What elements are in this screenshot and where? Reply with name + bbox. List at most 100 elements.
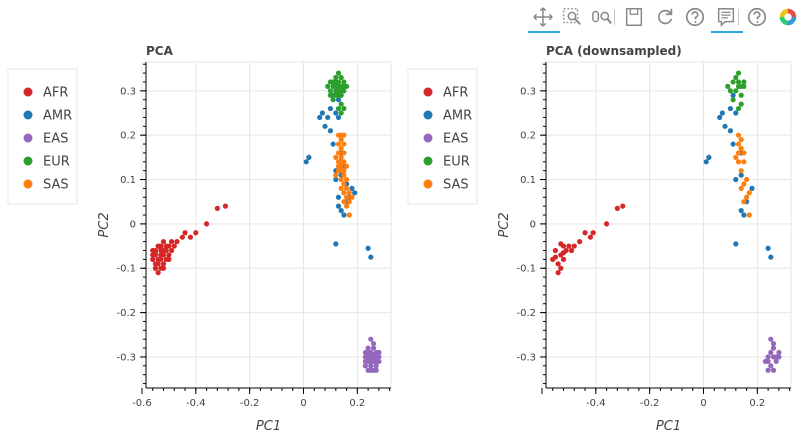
data-point[interactable] bbox=[171, 243, 177, 249]
data-point[interactable] bbox=[552, 254, 559, 260]
data-point[interactable] bbox=[370, 345, 377, 351]
data-point[interactable] bbox=[341, 105, 347, 112]
data-point[interactable] bbox=[338, 145, 344, 152]
data-point[interactable] bbox=[214, 205, 220, 211]
data-point[interactable] bbox=[168, 239, 175, 245]
data-point[interactable] bbox=[560, 256, 567, 262]
data-point[interactable] bbox=[160, 261, 167, 267]
data-point[interactable] bbox=[341, 79, 347, 85]
data-point[interactable] bbox=[343, 176, 350, 183]
data-point[interactable] bbox=[338, 132, 344, 138]
data-point[interactable] bbox=[368, 358, 374, 364]
data-point[interactable] bbox=[187, 234, 194, 240]
data-point[interactable] bbox=[193, 230, 199, 236]
data-point[interactable] bbox=[174, 239, 180, 245]
data-point[interactable] bbox=[587, 234, 594, 240]
data-point[interactable] bbox=[370, 352, 377, 358]
data-point[interactable] bbox=[560, 250, 567, 256]
data-point[interactable] bbox=[333, 154, 339, 160]
data-point[interactable] bbox=[768, 349, 774, 356]
data-point[interactable] bbox=[768, 254, 774, 260]
data-point[interactable] bbox=[735, 83, 742, 89]
data-point[interactable] bbox=[327, 92, 334, 98]
data-point[interactable] bbox=[730, 141, 736, 147]
data-point[interactable] bbox=[338, 176, 344, 183]
data-point[interactable] bbox=[330, 97, 336, 103]
data-point[interactable] bbox=[558, 265, 564, 271]
data-point[interactable] bbox=[749, 185, 755, 192]
data-point[interactable] bbox=[741, 150, 747, 156]
data-point[interactable] bbox=[735, 159, 742, 165]
data-point[interactable] bbox=[325, 83, 331, 89]
data-point[interactable] bbox=[706, 154, 712, 160]
wheel-zoom-tool[interactable] bbox=[591, 6, 615, 28]
data-point[interactable] bbox=[338, 110, 344, 116]
data-point[interactable] bbox=[160, 239, 167, 245]
data-point[interactable] bbox=[765, 245, 771, 251]
data-point[interactable] bbox=[765, 367, 771, 373]
data-point[interactable] bbox=[335, 141, 342, 147]
data-point[interactable] bbox=[341, 212, 347, 218]
data-point[interactable] bbox=[333, 110, 339, 116]
data-point[interactable] bbox=[555, 261, 561, 267]
data-point[interactable] bbox=[365, 354, 371, 360]
data-point[interactable] bbox=[365, 345, 371, 351]
data-point[interactable] bbox=[577, 239, 583, 245]
data-point[interactable] bbox=[341, 150, 347, 156]
data-point[interactable] bbox=[733, 176, 739, 183]
data-point[interactable] bbox=[163, 243, 169, 249]
data-point[interactable] bbox=[362, 363, 369, 369]
data-point[interactable] bbox=[330, 141, 336, 147]
data-point[interactable] bbox=[327, 128, 334, 134]
data-point[interactable] bbox=[571, 243, 577, 249]
data-point[interactable] bbox=[343, 185, 350, 192]
save-tool[interactable] bbox=[623, 6, 647, 28]
data-point[interactable] bbox=[727, 105, 734, 112]
data-point[interactable] bbox=[730, 79, 736, 85]
data-point[interactable] bbox=[735, 105, 742, 112]
data-point[interactable] bbox=[317, 114, 323, 121]
data-point[interactable] bbox=[558, 241, 564, 247]
data-point[interactable] bbox=[349, 194, 355, 200]
data-point[interactable] bbox=[341, 141, 347, 147]
data-point[interactable] bbox=[770, 345, 777, 351]
data-point[interactable] bbox=[733, 110, 739, 116]
data-point[interactable] bbox=[552, 247, 559, 254]
data-point[interactable] bbox=[346, 199, 352, 205]
data-point[interactable] bbox=[333, 241, 339, 247]
data-point[interactable] bbox=[335, 150, 342, 156]
data-point[interactable] bbox=[741, 159, 747, 165]
data-point[interactable] bbox=[343, 194, 350, 200]
data-point[interactable] bbox=[727, 128, 734, 134]
data-point[interactable] bbox=[341, 190, 347, 196]
data-point[interactable] bbox=[306, 154, 312, 160]
data-point[interactable] bbox=[738, 168, 744, 174]
data-point[interactable] bbox=[743, 176, 750, 183]
data-point[interactable] bbox=[346, 190, 352, 196]
data-point[interactable] bbox=[327, 79, 334, 85]
data-point[interactable] bbox=[762, 358, 769, 364]
data-point[interactable] bbox=[376, 358, 382, 364]
data-point[interactable] bbox=[335, 114, 342, 121]
data-point[interactable] bbox=[303, 159, 309, 165]
plot-area[interactable] bbox=[545, 61, 792, 389]
data-point[interactable] bbox=[327, 105, 334, 112]
data-point[interactable] bbox=[338, 154, 344, 160]
data-point[interactable] bbox=[727, 88, 734, 94]
data-point[interactable] bbox=[768, 363, 774, 369]
plot-area[interactable] bbox=[145, 61, 392, 389]
data-point[interactable] bbox=[741, 199, 747, 205]
data-point[interactable] bbox=[166, 252, 172, 258]
data-point[interactable] bbox=[362, 358, 369, 364]
data-point[interactable] bbox=[568, 247, 575, 254]
data-point[interactable] bbox=[182, 230, 188, 236]
data-point[interactable] bbox=[168, 247, 175, 254]
data-point[interactable] bbox=[327, 88, 334, 94]
data-point[interactable] bbox=[335, 105, 342, 112]
data-point[interactable] bbox=[335, 70, 342, 76]
pan-tool[interactable] bbox=[528, 6, 560, 33]
data-point[interactable] bbox=[203, 221, 210, 227]
data-point[interactable] bbox=[770, 341, 777, 347]
data-point[interactable] bbox=[733, 88, 739, 94]
data-point[interactable] bbox=[319, 110, 325, 116]
